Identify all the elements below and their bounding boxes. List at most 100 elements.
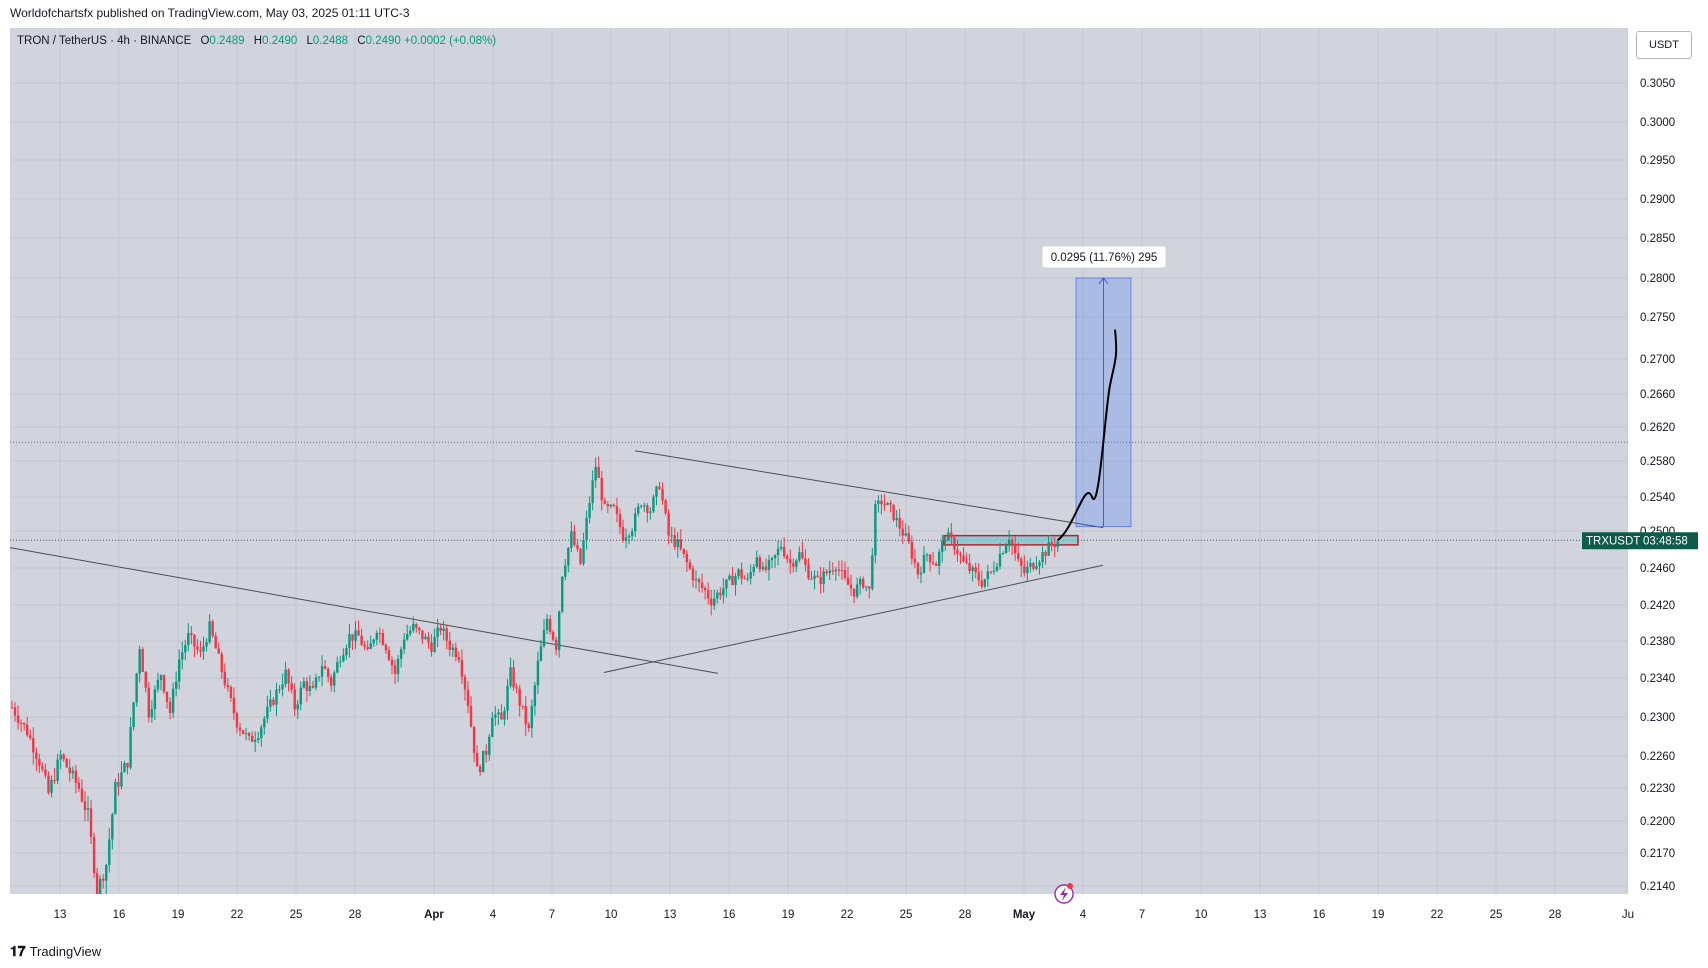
- low-label: L: [306, 35, 313, 47]
- candle-body: [421, 630, 424, 640]
- candle-body: [895, 517, 898, 521]
- candle-body: [1017, 552, 1020, 560]
- candle-body: [424, 636, 427, 640]
- candle-body: [500, 712, 503, 720]
- candle-body: [366, 647, 369, 650]
- candle-body: [336, 662, 339, 673]
- candle-body: [378, 633, 382, 635]
- time-tick-label: 10: [605, 909, 618, 921]
- candle-body: [880, 500, 883, 505]
- chart-area[interactable]: [10, 28, 1698, 932]
- candle-body: [129, 727, 132, 768]
- candle-body: [1020, 559, 1023, 567]
- price-tick-label: 0.2540: [1640, 492, 1675, 504]
- candle-body: [989, 571, 993, 573]
- candle-body: [901, 528, 904, 536]
- price-tick-label: 0.2460: [1640, 563, 1675, 575]
- candle-body: [387, 650, 391, 660]
- candle-body: [713, 598, 716, 606]
- candle-body: [594, 466, 597, 481]
- candle-body: [393, 665, 397, 674]
- candle-body: [463, 676, 467, 690]
- projection-arrow-head: [1098, 277, 1109, 285]
- candle-body: [77, 782, 81, 789]
- candle-body: [202, 646, 205, 652]
- open-value: 0.2489: [209, 35, 245, 47]
- candle-body: [126, 763, 129, 768]
- candle-body: [634, 513, 637, 532]
- candle-body: [412, 623, 415, 631]
- candle-body: [512, 667, 515, 688]
- candle-body: [792, 563, 795, 567]
- candle-body: [220, 653, 223, 672]
- candle-body: [764, 566, 768, 570]
- candle-body: [913, 558, 917, 563]
- candle-body: [384, 644, 388, 651]
- trend-line-upper: [634, 450, 1104, 529]
- low-value: 0.2488: [312, 35, 349, 47]
- candle-body: [889, 502, 892, 505]
- candle-body: [640, 505, 643, 507]
- candle-body: [171, 688, 175, 713]
- candle-body: [138, 649, 141, 674]
- candle-body: [646, 505, 649, 513]
- candle-body: [725, 579, 728, 589]
- candle-body: [345, 647, 348, 656]
- time-tick-label: 10: [1195, 909, 1208, 921]
- candle-body: [287, 669, 290, 684]
- candle-body: [226, 684, 230, 688]
- candle-body: [703, 587, 707, 591]
- candle-body: [934, 563, 938, 567]
- candle-body: [86, 808, 90, 810]
- price-tick-label: 0.2700: [1640, 354, 1675, 366]
- candle-body: [682, 548, 686, 554]
- candle-body: [789, 559, 792, 564]
- candle-body: [606, 503, 610, 507]
- candle-body: [433, 636, 436, 652]
- candle-body: [627, 535, 631, 538]
- candle-body: [22, 723, 26, 725]
- candle-body: [406, 633, 409, 640]
- candle-body: [819, 576, 822, 584]
- candle-body: [998, 553, 1002, 567]
- close-value: 0.2490: [365, 35, 401, 47]
- candle-body: [530, 706, 534, 729]
- candle-body: [35, 752, 38, 759]
- currency-button[interactable]: USDT: [1636, 31, 1692, 59]
- candle-body: [1014, 544, 1017, 553]
- candle-body: [223, 671, 226, 685]
- candle-body: [478, 766, 482, 773]
- candle-body: [485, 750, 488, 755]
- candle-body: [597, 466, 600, 478]
- candle-body: [178, 659, 181, 682]
- candle-body: [247, 733, 251, 736]
- candle-body: [679, 539, 682, 549]
- candle-body: [804, 558, 807, 565]
- symbol-name: TRON / TetherUS · 4h · BINANCE: [17, 35, 192, 47]
- candle-body: [333, 672, 336, 686]
- time-axis: 13 16 19 22 25 28 Apr 4 7 10 13 16 19 22 25 28 May 4 7 10 13…: [10, 894, 1634, 932]
- price-tick-label: 0.2300: [1640, 712, 1675, 724]
- candle-body: [1023, 566, 1026, 574]
- candle-body: [217, 648, 220, 654]
- price-tick-label: 0.2200: [1640, 816, 1675, 828]
- footer[interactable]: 𝟏𝟕 TradingView: [10, 943, 101, 960]
- candle-body: [567, 547, 570, 566]
- price-axis-panel: [1628, 28, 1698, 932]
- candle-body: [415, 623, 418, 628]
- candle-body: [716, 592, 719, 599]
- candle-body: [561, 576, 564, 612]
- candle-body: [348, 634, 351, 648]
- candle-body: [257, 738, 260, 740]
- candle-body: [50, 779, 53, 793]
- candle-body: [80, 788, 84, 802]
- candle-body: [740, 569, 743, 579]
- candle-body: [630, 531, 634, 536]
- candle-body: [776, 548, 780, 555]
- candle-body: [360, 635, 363, 646]
- candle-body: [41, 765, 44, 770]
- candle-body: [1038, 562, 1041, 567]
- candle-body: [558, 611, 561, 650]
- candle-body: [187, 632, 190, 646]
